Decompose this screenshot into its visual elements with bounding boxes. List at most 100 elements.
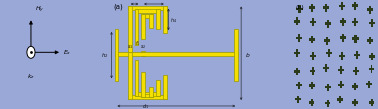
Bar [341,2,343,10]
Bar [368,81,370,88]
Bar [294,52,300,54]
Bar [163,75,167,99]
Circle shape [27,46,35,58]
Bar [310,21,316,23]
Bar [327,100,328,107]
Bar [369,6,371,14]
Bar [135,9,160,13]
Bar [339,96,341,103]
Bar [340,81,342,89]
Bar [352,101,358,104]
Bar [326,52,332,54]
Bar [296,8,303,10]
Bar [352,85,358,88]
Bar [339,5,345,7]
Bar [294,20,300,23]
Bar [141,14,153,18]
Bar [298,5,301,13]
Bar [371,99,373,106]
Bar [342,34,344,42]
Bar [342,18,344,26]
Bar [311,36,313,43]
Bar [297,34,300,42]
Bar [338,69,344,71]
Bar [296,68,298,75]
Text: $s_2$: $s_2$ [140,43,146,51]
Bar [328,49,330,57]
Bar [135,9,138,45]
Bar [367,8,373,11]
Bar [323,67,329,69]
Bar [341,52,343,60]
Text: $k_z$: $k_z$ [27,72,35,81]
Bar [312,52,314,60]
Bar [327,83,328,91]
Text: $H_y$: $H_y$ [36,5,45,15]
Bar [325,37,328,44]
Bar [141,51,145,52]
Bar [370,65,372,73]
Bar [115,52,238,56]
Bar [296,37,302,39]
Bar [325,86,330,88]
Bar [128,6,167,10]
Bar [355,35,356,43]
Text: $h_2$: $h_2$ [101,51,108,60]
Bar [149,14,153,28]
Bar [367,39,373,42]
Bar [141,14,145,39]
Bar [325,4,327,12]
Bar [369,101,375,104]
Bar [369,55,375,58]
Bar [324,39,330,42]
Text: $E_x$: $E_x$ [64,48,72,57]
Bar [149,87,153,97]
Bar [309,84,315,87]
Bar [352,37,359,40]
Bar [352,4,358,7]
Bar [135,60,138,96]
Bar [355,67,357,75]
Bar [340,20,346,23]
Bar [309,101,314,104]
Text: $h_4$: $h_4$ [170,16,177,25]
Bar [369,21,375,24]
Bar [156,80,160,96]
Bar [371,19,373,27]
Bar [371,53,373,60]
Bar [354,83,356,90]
Bar [128,52,132,99]
Bar [234,29,238,81]
Bar [128,6,132,52]
Bar [297,96,299,103]
Bar [296,49,298,57]
Bar [338,98,343,101]
Text: $b_2$: $b_2$ [144,0,151,2]
Bar [156,9,160,29]
Bar [356,51,358,59]
Bar [325,102,330,104]
Bar [310,55,316,57]
Bar [354,99,356,106]
Bar [340,66,342,74]
Bar [355,54,360,56]
Bar [353,70,359,72]
Bar [311,4,313,12]
Bar [352,21,358,23]
Text: $f_1$: $f_1$ [135,40,141,48]
Bar [338,84,344,86]
Bar [327,20,329,28]
Text: $d_1$: $d_1$ [143,102,149,109]
Bar [325,22,331,25]
Bar [298,82,300,89]
Text: (b): (b) [295,5,304,10]
Bar [308,6,315,9]
Bar [294,70,300,73]
Bar [354,18,356,26]
Text: $b_1$: $b_1$ [129,0,136,2]
Bar [163,6,167,33]
Bar [311,67,313,75]
Text: $s_1$: $s_1$ [127,43,134,51]
Bar [135,92,160,96]
Bar [295,98,301,100]
